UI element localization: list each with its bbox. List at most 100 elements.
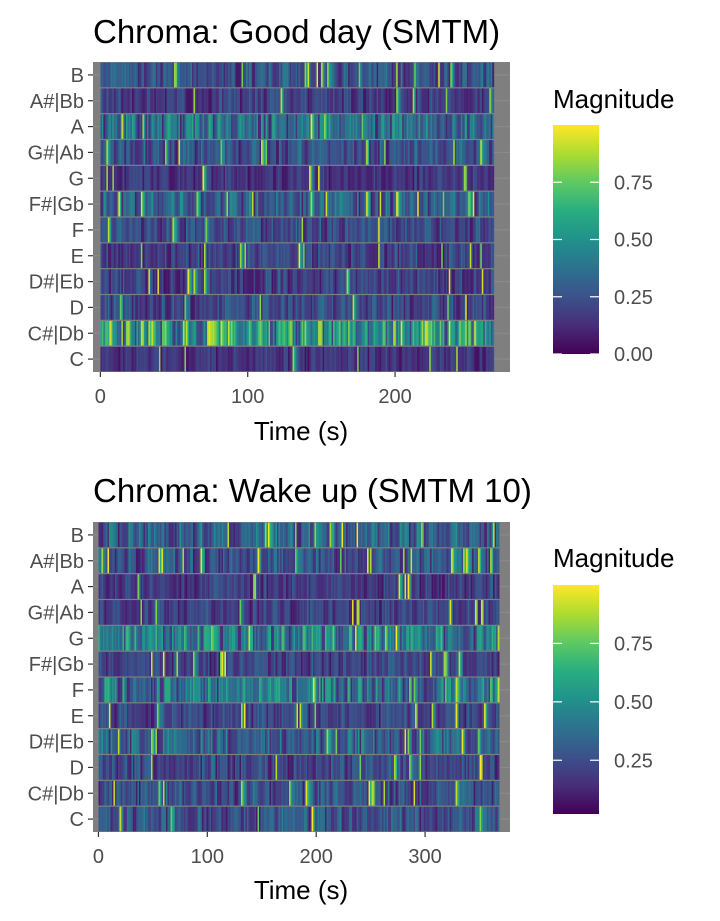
heatmap-cell [283,780,285,806]
heatmap-cell [352,62,355,88]
heatmap-cell [104,780,107,806]
heatmap-cell [267,320,269,346]
heatmap-cell [253,755,255,780]
heatmap-cell [222,346,224,372]
heatmap-cell [447,346,450,372]
heatmap-cell [111,806,114,832]
heatmap-cell [212,88,215,114]
heatmap-cell [319,677,321,703]
heatmap-cell [234,295,236,320]
heatmap-cell [364,165,367,191]
heatmap-cell [169,320,172,346]
x-axis: 0 100 200 [95,372,412,408]
heatmap-cell [405,88,408,114]
heatmap-cell [274,677,276,703]
heatmap-cell [436,62,439,88]
heatmap-cell [439,806,441,832]
heatmap-cell [116,88,119,114]
heatmap-cell [131,295,134,320]
heatmap-cell [436,806,438,832]
heatmap-cell [364,114,367,139]
heatmap-cell [203,346,206,372]
heatmap-cell [209,243,212,269]
heatmap-cell [215,191,218,217]
heatmap-cell [319,755,321,780]
heatmap-cell [404,729,407,754]
heatmap-cell [219,269,221,294]
heatmap-cell [251,677,254,703]
heatmap-cell [105,806,108,832]
heatmap-cell [116,114,119,139]
heatmap-cell [261,346,263,372]
heatmap-cell [394,780,396,806]
heatmap-cell [302,703,305,729]
heatmap-cell [318,191,320,217]
heatmap-cell [304,755,306,780]
heatmap-cell [165,755,168,780]
heatmap-cell [139,140,142,165]
heatmap-cell [106,346,109,372]
heatmap-cell [255,295,257,320]
heatmap-cell [444,140,447,165]
heatmap-cell [430,140,433,165]
heatmap-cell [305,806,308,832]
heatmap-cell [179,755,182,780]
heatmap-cell [399,269,402,294]
heatmap-cell [241,320,244,346]
heatmap-cell [379,755,381,780]
heatmap-cell [179,140,182,165]
heatmap-cell [136,62,139,88]
heatmap-cell [128,269,131,294]
heatmap-cell [298,140,301,165]
heatmap-cell [367,346,370,372]
heatmap-cell [423,140,426,165]
heatmap-cell [215,806,218,832]
heatmap-cell [255,217,257,243]
heatmap-cell [396,346,399,372]
heatmap-cell [481,269,484,294]
heatmap-cell [235,346,238,372]
heatmap-cell [349,806,351,832]
heatmap-cell [109,243,112,269]
heatmap-cell [161,780,164,806]
heatmap-cell [348,269,350,294]
heatmap-cell [376,806,378,832]
heatmap-cell [479,755,482,780]
heatmap-cell [400,88,403,114]
heatmap-cell [145,114,148,139]
heatmap-cell [442,191,445,217]
heatmap-cell [213,677,216,703]
heatmap-cell [469,346,472,372]
heatmap-cell [217,243,220,269]
heatmap-cell [258,269,260,294]
heatmap-cell [394,217,397,243]
heatmap-cell [176,677,179,703]
heatmap-cell [173,191,176,217]
heatmap-cell [352,165,355,191]
heatmap-cell [226,677,228,703]
heatmap-cell [272,780,275,806]
heatmap-cell [185,217,188,243]
heatmap-cell [425,780,428,806]
heatmap-cell [379,780,381,806]
heatmap-cell [387,243,390,269]
heatmap-cell [304,191,307,217]
heatmap-cell [285,88,287,114]
heatmap-cell [474,295,477,320]
heatmap-cell [103,243,106,269]
heatmap-cell [424,703,426,729]
heatmap-cell [103,140,106,165]
heatmap-cell [247,651,249,677]
heatmap-cell [193,243,196,269]
heatmap-cell [303,269,305,294]
heatmap-cell [105,755,108,780]
heatmap-cell [324,165,326,191]
heatmap-cell [417,346,420,372]
heatmap-cell [374,729,377,754]
heatmap-cell [259,191,262,217]
heatmap-cell [187,269,190,294]
heatmap-cell [209,677,212,703]
heatmap-cell [487,677,489,703]
heatmap-cell [220,243,223,269]
heatmap-cell [188,320,191,346]
